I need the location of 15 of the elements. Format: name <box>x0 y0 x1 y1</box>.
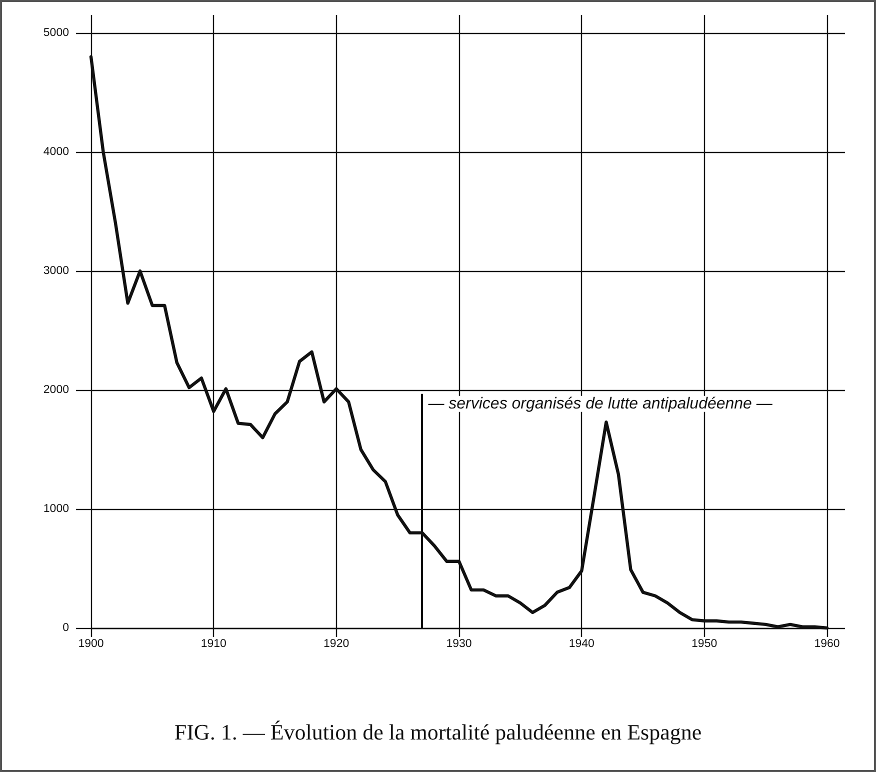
y-tick-label: 2000 <box>43 384 69 396</box>
ref-line-label: — services organisés de lutte antipaludéenne — <box>427 395 774 412</box>
y-tick-label: 0 <box>62 622 69 634</box>
x-tick-label: 1940 <box>568 638 594 650</box>
x-tick-label: 1960 <box>814 638 840 650</box>
x-tick-label: 1910 <box>200 638 226 650</box>
y-tick-label: 3000 <box>43 265 69 277</box>
y-tick-label: 4000 <box>43 146 69 158</box>
y-tick-label: 5000 <box>43 27 69 39</box>
text: FIG. 1. — Évolution de la mortalité paludéenne en Espagne <box>174 720 702 744</box>
x-tick-label: 1930 <box>446 638 472 650</box>
x-tick-label: 1950 <box>692 638 718 650</box>
x-tick-label: 1920 <box>324 638 350 650</box>
y-tick-label: 1000 <box>43 503 69 515</box>
x-tick-label: 1900 <box>78 638 104 650</box>
